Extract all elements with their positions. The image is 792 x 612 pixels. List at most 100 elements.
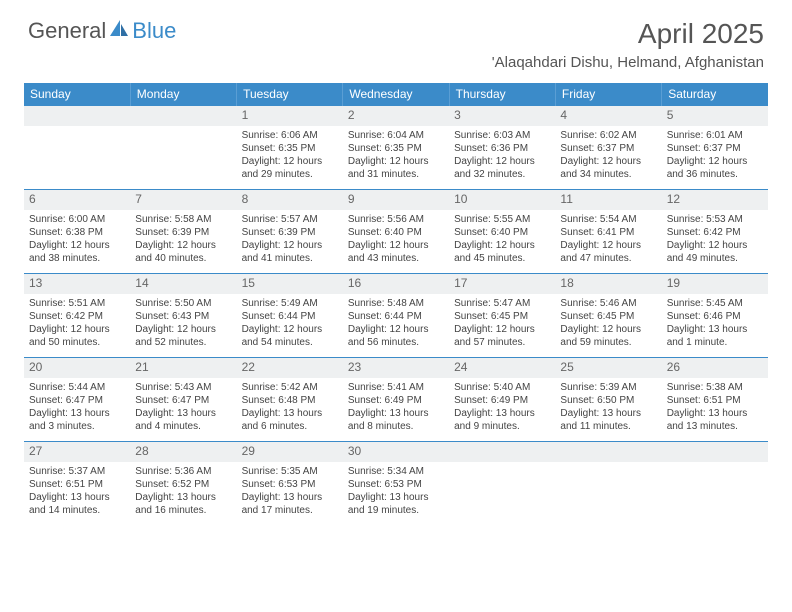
day-info-line: Sunset: 6:35 PM xyxy=(242,142,338,155)
day-info-line: Sunset: 6:51 PM xyxy=(29,478,125,491)
day-number: 11 xyxy=(555,190,661,210)
day-info-line: Daylight: 13 hours xyxy=(667,323,763,336)
day-info-line: Daylight: 13 hours xyxy=(29,407,125,420)
day-info-line: Sunset: 6:39 PM xyxy=(135,226,231,239)
day-info-line: Sunset: 6:51 PM xyxy=(667,394,763,407)
day-info-line: Sunset: 6:50 PM xyxy=(560,394,656,407)
day-info-line: and 8 minutes. xyxy=(348,420,444,433)
day-number: 29 xyxy=(237,442,343,462)
day-number: 30 xyxy=(343,442,449,462)
day-number xyxy=(130,106,236,126)
day-number: 28 xyxy=(130,442,236,462)
day-cell: 27Sunrise: 5:37 AMSunset: 6:51 PMDayligh… xyxy=(24,442,130,526)
day-info-line: Sunrise: 5:49 AM xyxy=(242,297,338,310)
day-info-line: Sunset: 6:37 PM xyxy=(560,142,656,155)
day-number: 13 xyxy=(24,274,130,294)
day-number: 22 xyxy=(237,358,343,378)
day-info-line: and 3 minutes. xyxy=(29,420,125,433)
day-info-line: Sunrise: 5:53 AM xyxy=(667,213,763,226)
day-number: 7 xyxy=(130,190,236,210)
day-cell: 22Sunrise: 5:42 AMSunset: 6:48 PMDayligh… xyxy=(237,358,343,442)
day-info-line: Sunrise: 5:48 AM xyxy=(348,297,444,310)
day-number: 4 xyxy=(555,106,661,126)
day-cell: 12Sunrise: 5:53 AMSunset: 6:42 PMDayligh… xyxy=(662,190,768,274)
day-info-line: and 17 minutes. xyxy=(242,504,338,517)
day-cell xyxy=(130,106,236,190)
day-info-line: Sunset: 6:45 PM xyxy=(560,310,656,323)
day-info-line: and 4 minutes. xyxy=(135,420,231,433)
day-info-line: Sunrise: 5:50 AM xyxy=(135,297,231,310)
day-info-line: Daylight: 13 hours xyxy=(135,407,231,420)
day-info-line: and 40 minutes. xyxy=(135,252,231,265)
day-number: 25 xyxy=(555,358,661,378)
day-cell: 24Sunrise: 5:40 AMSunset: 6:49 PMDayligh… xyxy=(449,358,555,442)
day-info-line: and 59 minutes. xyxy=(560,336,656,349)
day-info-line: Sunset: 6:43 PM xyxy=(135,310,231,323)
day-info-line: Sunset: 6:40 PM xyxy=(454,226,550,239)
week-row: 13Sunrise: 5:51 AMSunset: 6:42 PMDayligh… xyxy=(24,274,768,358)
day-cell: 9Sunrise: 5:56 AMSunset: 6:40 PMDaylight… xyxy=(343,190,449,274)
day-info-line: Daylight: 12 hours xyxy=(242,239,338,252)
day-info-line: Sunrise: 5:36 AM xyxy=(135,465,231,478)
day-info-line: Daylight: 12 hours xyxy=(348,239,444,252)
day-number xyxy=(449,442,555,462)
day-info-line: Sunrise: 5:34 AM xyxy=(348,465,444,478)
day-info-line: Sunrise: 5:39 AM xyxy=(560,381,656,394)
day-number xyxy=(555,442,661,462)
day-info-line: Sunset: 6:44 PM xyxy=(348,310,444,323)
page-title: April 2025 xyxy=(492,18,764,50)
day-info-line: Daylight: 12 hours xyxy=(454,323,550,336)
day-info-line: and 54 minutes. xyxy=(242,336,338,349)
day-info-line: and 34 minutes. xyxy=(560,168,656,181)
day-cell: 30Sunrise: 5:34 AMSunset: 6:53 PMDayligh… xyxy=(343,442,449,526)
day-number: 19 xyxy=(662,274,768,294)
day-info-line: Daylight: 13 hours xyxy=(135,491,231,504)
day-info-line: Sunrise: 5:47 AM xyxy=(454,297,550,310)
day-info-line: Sunset: 6:36 PM xyxy=(454,142,550,155)
day-info-line: and 41 minutes. xyxy=(242,252,338,265)
day-cell xyxy=(555,442,661,526)
day-number: 8 xyxy=(237,190,343,210)
location-subtitle: 'Alaqahdari Dishu, Helmand, Afghanistan xyxy=(492,54,764,71)
logo-text-blue: Blue xyxy=(132,18,176,44)
day-number: 5 xyxy=(662,106,768,126)
day-number: 12 xyxy=(662,190,768,210)
day-number: 10 xyxy=(449,190,555,210)
day-info-line: Daylight: 12 hours xyxy=(135,239,231,252)
day-info-line: and 9 minutes. xyxy=(454,420,550,433)
day-cell: 25Sunrise: 5:39 AMSunset: 6:50 PMDayligh… xyxy=(555,358,661,442)
day-info-line: Sunrise: 6:04 AM xyxy=(348,129,444,142)
day-info-line: Sunset: 6:44 PM xyxy=(242,310,338,323)
day-cell: 8 Sunrise: 5:57 AMSunset: 6:39 PMDaylight… xyxy=(237,190,343,274)
day-info-line: Sunrise: 5:43 AM xyxy=(135,381,231,394)
logo-sail-icon xyxy=(106,18,132,44)
day-cell: 19Sunrise: 5:45 AMSunset: 6:46 PMDayligh… xyxy=(662,274,768,358)
day-info-line: Daylight: 13 hours xyxy=(348,491,444,504)
day-info-line: Daylight: 12 hours xyxy=(560,239,656,252)
day-number: 23 xyxy=(343,358,449,378)
day-info-line: Daylight: 12 hours xyxy=(348,155,444,168)
day-number: 21 xyxy=(130,358,236,378)
day-info-line: Sunset: 6:39 PM xyxy=(242,226,338,239)
day-info-line: Sunset: 6:47 PM xyxy=(29,394,125,407)
day-info-line: Daylight: 13 hours xyxy=(29,491,125,504)
day-info-line: and 13 minutes. xyxy=(667,420,763,433)
day-info-line: Daylight: 12 hours xyxy=(135,323,231,336)
day-info-line: and 29 minutes. xyxy=(242,168,338,181)
day-number: 15 xyxy=(237,274,343,294)
day-number: 27 xyxy=(24,442,130,462)
day-info-line: Daylight: 13 hours xyxy=(667,407,763,420)
day-info-line: Sunrise: 5:45 AM xyxy=(667,297,763,310)
day-cell: 16Sunrise: 5:48 AMSunset: 6:44 PMDayligh… xyxy=(343,274,449,358)
day-info-line: Sunrise: 5:35 AM xyxy=(242,465,338,478)
day-info-line: Sunrise: 5:57 AM xyxy=(242,213,338,226)
week-row: 20Sunrise: 5:44 AMSunset: 6:47 PMDayligh… xyxy=(24,358,768,442)
day-header: Friday xyxy=(555,83,661,106)
day-info-line: and 32 minutes. xyxy=(454,168,550,181)
day-info-line: Daylight: 12 hours xyxy=(242,155,338,168)
day-number xyxy=(24,106,130,126)
day-info-line: Sunset: 6:42 PM xyxy=(29,310,125,323)
day-header: Thursday xyxy=(449,83,555,106)
day-cell: 17Sunrise: 5:47 AMSunset: 6:45 PMDayligh… xyxy=(449,274,555,358)
day-info-line: Sunset: 6:45 PM xyxy=(454,310,550,323)
